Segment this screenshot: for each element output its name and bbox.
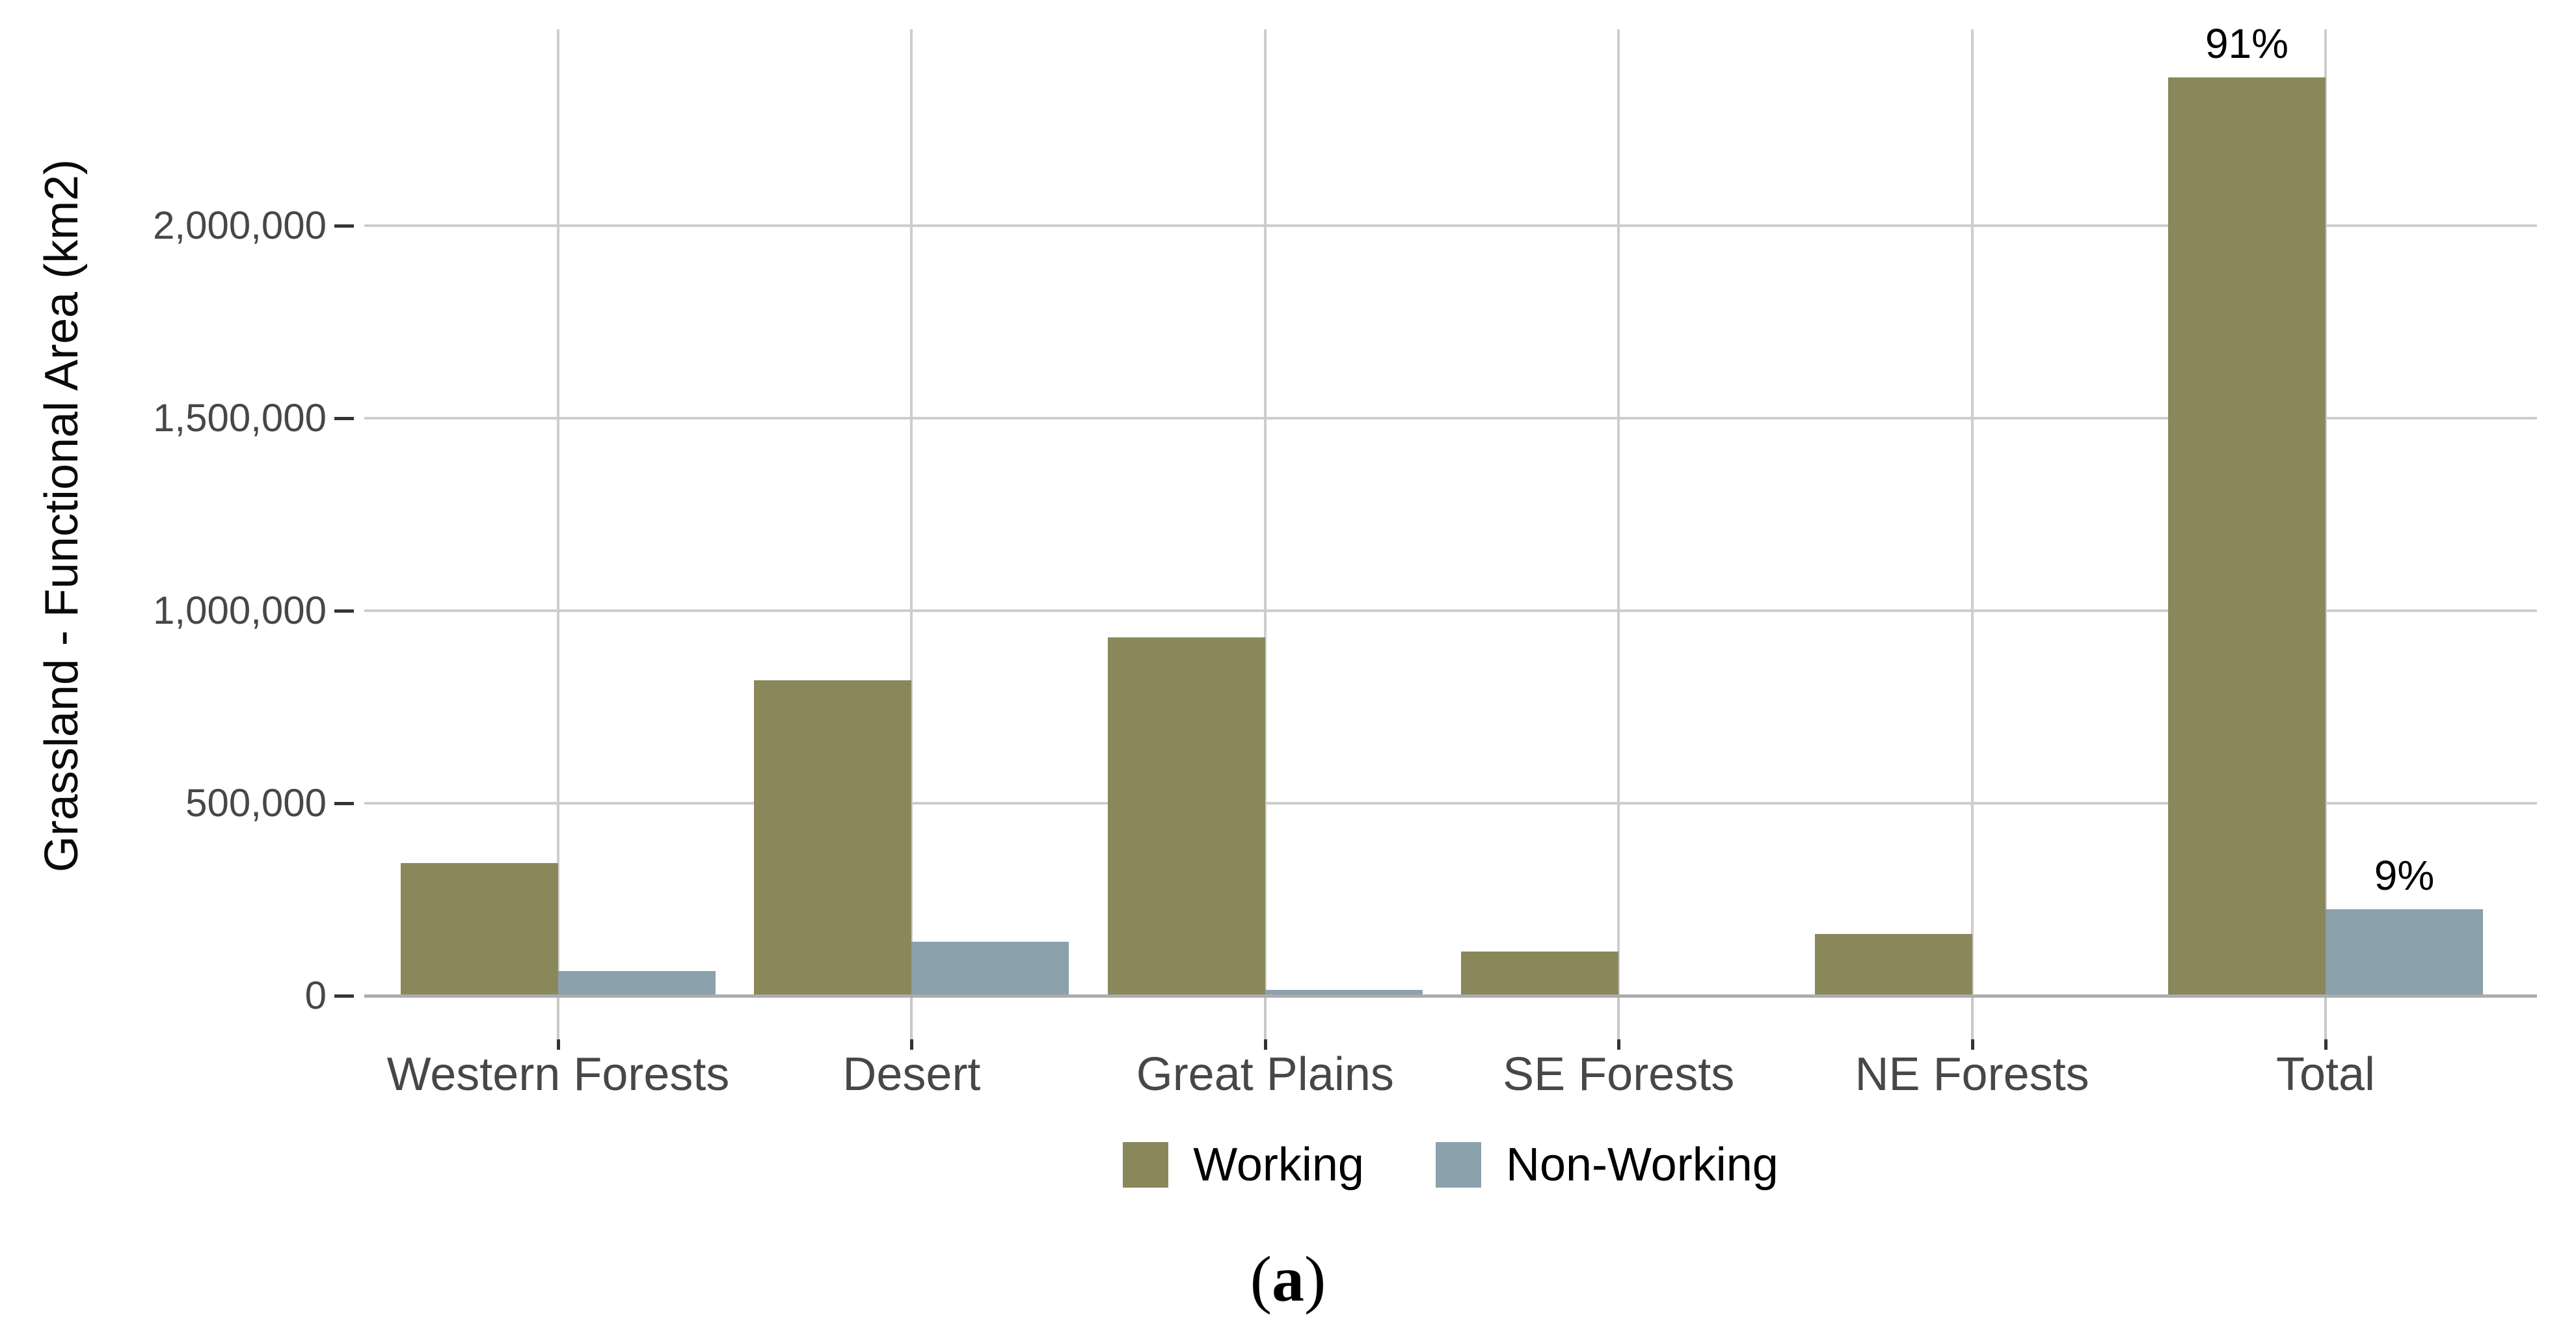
x-axis-leader <box>557 996 559 1041</box>
bar-non-working-western-forests <box>558 971 716 996</box>
x-axis-leader <box>2324 996 2327 1041</box>
v-gridline <box>1263 29 1267 996</box>
y-tick-label: 500,000 <box>185 781 327 825</box>
x-axis-leader <box>1970 996 1974 1041</box>
x-axis-line <box>364 994 2537 998</box>
bar-working-ne-forests <box>1814 934 1972 996</box>
caption-open-paren: ( <box>1250 1243 1272 1315</box>
x-category-label: Western Forests <box>386 1048 730 1100</box>
bar-non-working-desert <box>911 942 1069 996</box>
y-tick-label: 1,500,000 <box>153 396 327 440</box>
x-axis-leader <box>1263 996 1267 1041</box>
v-gridline <box>1970 29 1974 996</box>
caption-close-paren: ) <box>1304 1243 1326 1315</box>
y-axis-title: Grassland - Functional Area (km2) <box>36 159 88 873</box>
caption-letter: a <box>1272 1243 1304 1315</box>
v-gridline <box>910 29 913 996</box>
legend-item-working: Working <box>1123 1137 1364 1193</box>
x-category-label: SE Forests <box>1503 1048 1735 1100</box>
x-category-label: Great Plains <box>1136 1048 1394 1100</box>
legend-label: Working <box>1193 1139 1364 1191</box>
y-tick-label: 0 <box>304 974 327 1017</box>
legend: Working Non-Working <box>364 1137 2537 1193</box>
x-tick-mark <box>557 1039 560 1050</box>
y-tick-mark <box>334 994 354 998</box>
x-tick-mark <box>2324 1039 2328 1050</box>
legend-swatch <box>1123 1142 1169 1188</box>
bar-non-working-total <box>2326 909 2483 996</box>
x-category-label: Desert <box>842 1048 981 1100</box>
v-gridline <box>2324 29 2327 996</box>
y-tick-mark <box>334 802 354 805</box>
x-axis-leader <box>1617 996 1620 1041</box>
y-tick-mark <box>334 417 354 420</box>
legend-item-non-working: Non-Working <box>1435 1137 1778 1193</box>
legend-label: Non-Working <box>1505 1139 1778 1191</box>
x-tick-mark <box>1617 1039 1621 1050</box>
y-tick-mark <box>334 224 354 228</box>
x-tick-mark <box>1263 1039 1267 1050</box>
y-tick-label: 1,000,000 <box>153 589 327 632</box>
v-gridline <box>557 29 559 996</box>
v-gridline <box>1617 29 1620 996</box>
h-gridline <box>364 802 2537 805</box>
x-category-label: NE Forests <box>1855 1048 2089 1100</box>
bar-working-western-forests <box>401 863 558 996</box>
x-tick-mark <box>1970 1039 1974 1050</box>
legend-swatch <box>1435 1142 1481 1188</box>
bar-working-desert <box>754 680 912 996</box>
x-axis-leader <box>910 996 913 1041</box>
h-gridline <box>364 224 2537 227</box>
bar-value-label: 9% <box>2374 852 2435 899</box>
x-tick-mark <box>910 1039 914 1050</box>
figure-caption: (a) <box>0 1244 2576 1315</box>
bar-working-great-plains <box>1107 637 1265 996</box>
y-tick-label: 2,000,000 <box>153 204 327 247</box>
y-tick-mark <box>334 609 354 613</box>
bar-working-total <box>2168 77 2326 996</box>
h-gridline <box>364 417 2537 420</box>
bar-value-label: 91% <box>2205 20 2289 67</box>
bar-working-se-forests <box>1461 952 1619 996</box>
x-category-label: Total <box>2275 1048 2376 1100</box>
h-gridline <box>364 609 2537 612</box>
bar-non-working-great-plains <box>1265 990 1423 996</box>
